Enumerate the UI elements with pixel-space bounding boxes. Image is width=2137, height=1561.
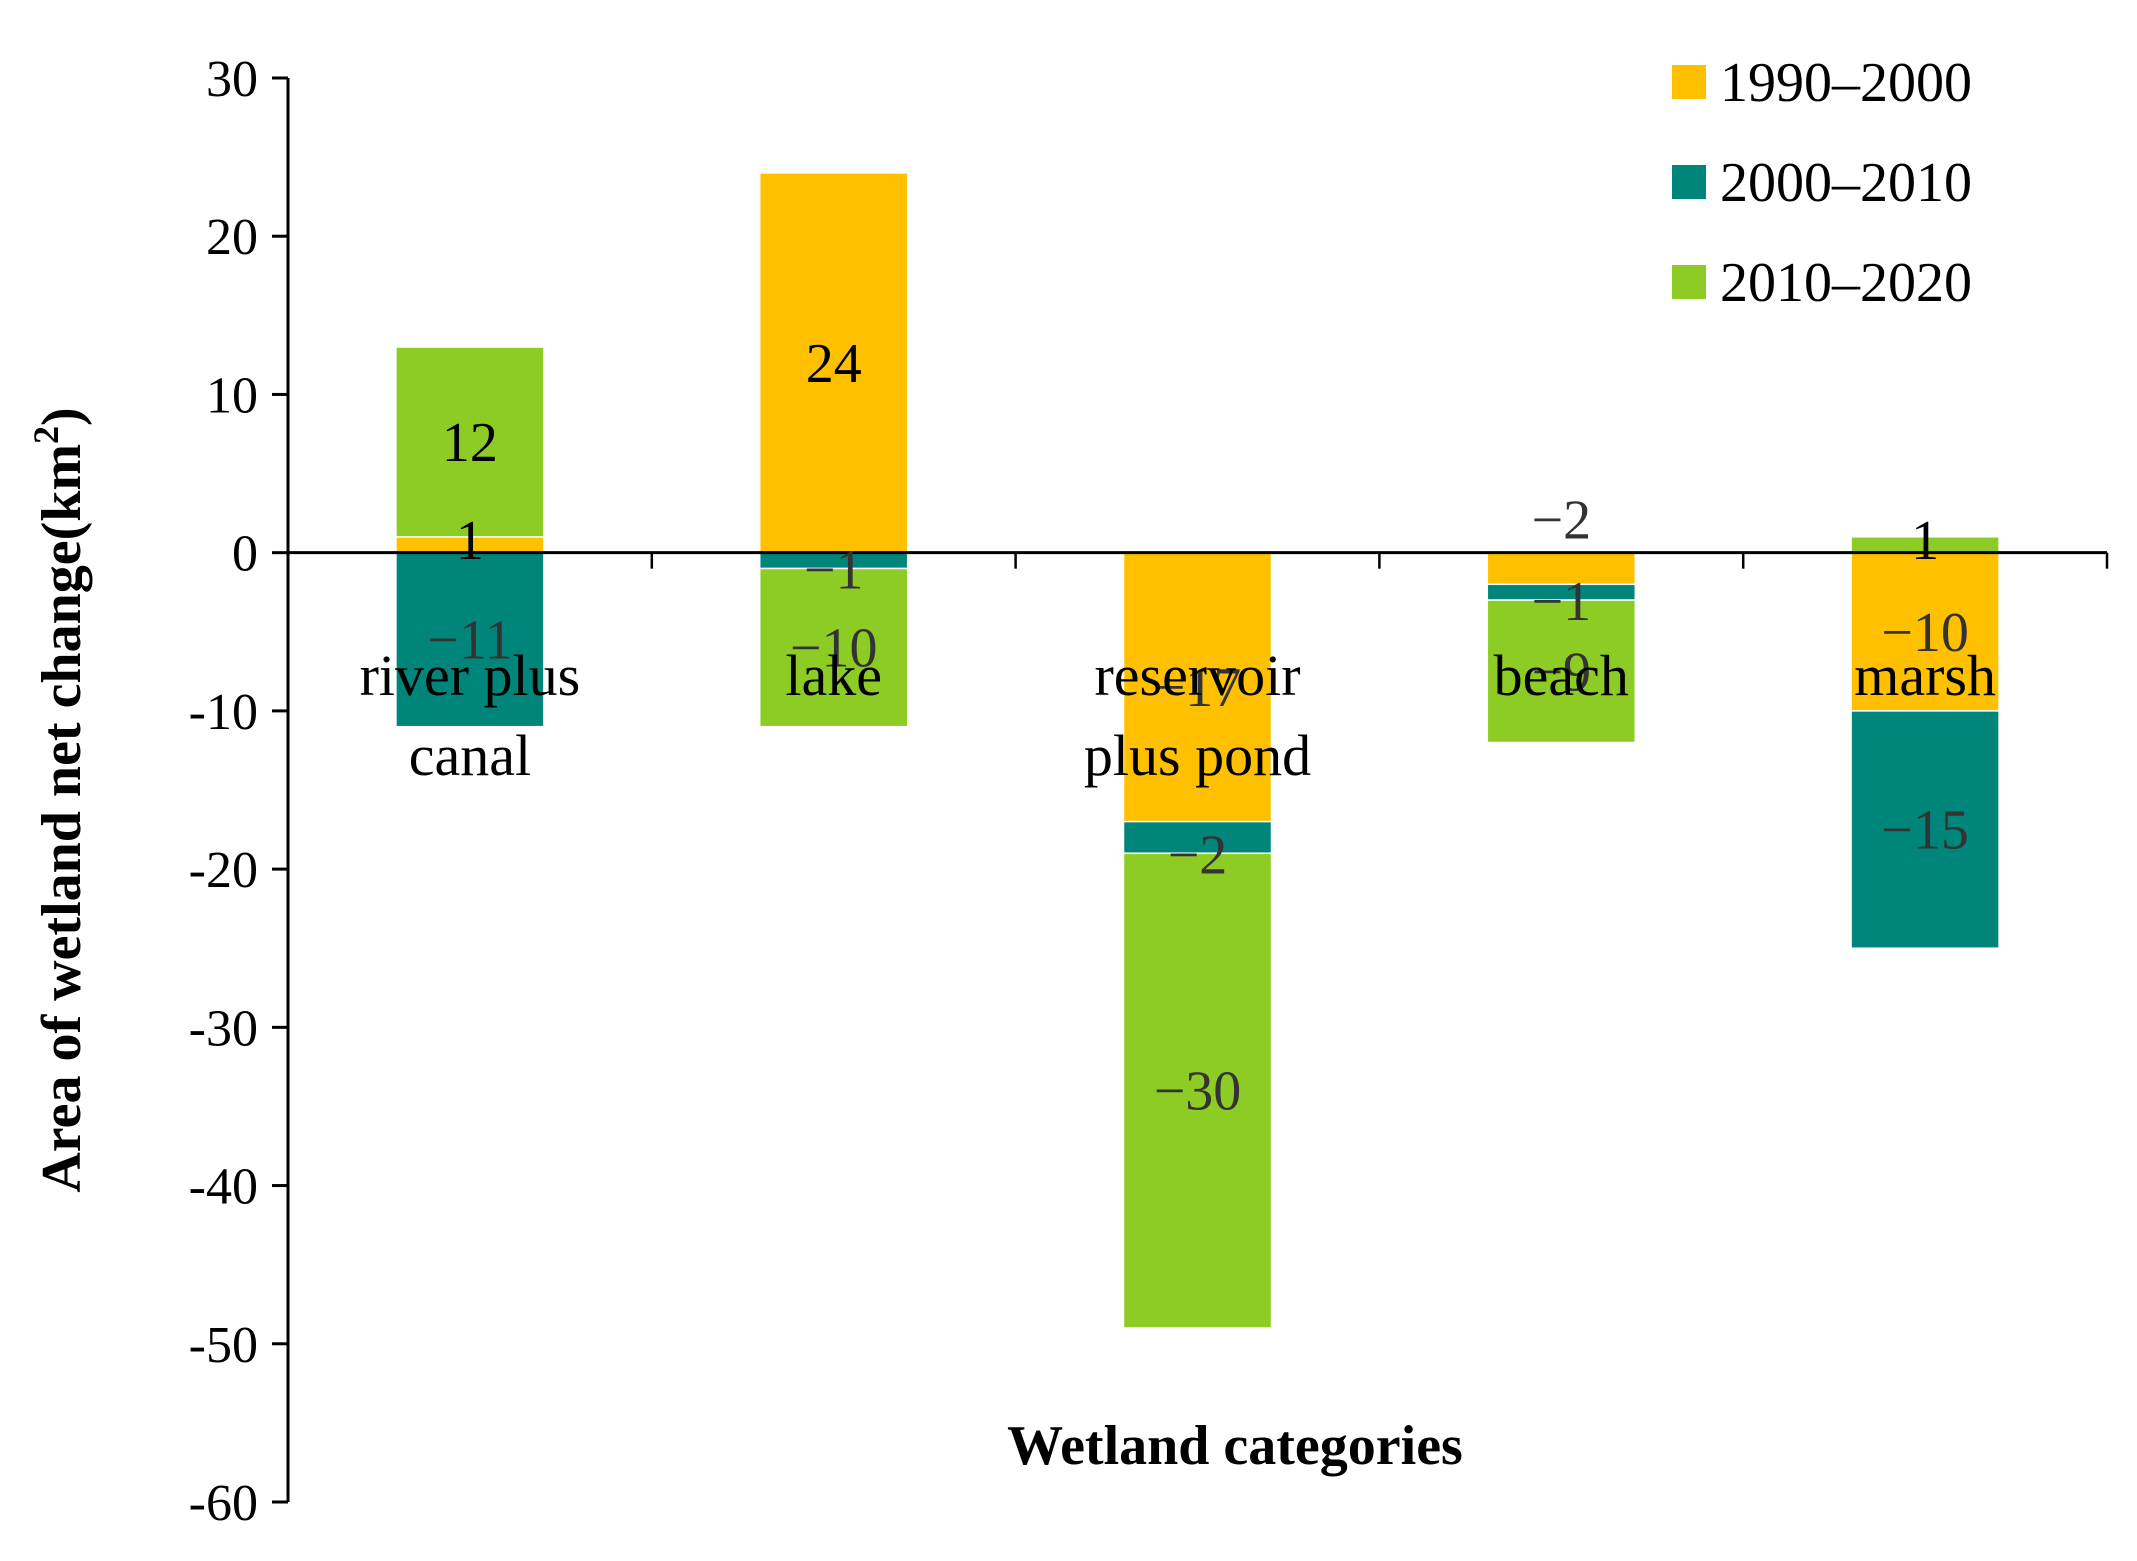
category-label-1-line-2: canal [409, 723, 531, 788]
bar-2-1 [758, 172, 909, 554]
y-tick-label-8: -40 [189, 1159, 258, 1216]
axes-layer: 30 20 10 0 -10 -20 -30 -40 -50 -60 [189, 51, 2109, 1532]
bar-4-3 [1486, 599, 1637, 744]
data-label-1-3: 12 [442, 412, 498, 474]
data-label-4-1: −2 [1532, 490, 1592, 552]
data-label-5-3: 1 [1911, 510, 1939, 572]
data-label-2-2: −1 [804, 540, 864, 602]
y-tick-label-4: 0 [232, 526, 258, 583]
legend-label-2: 2000–2010 [1720, 152, 1972, 214]
data-label-3-3: −30 [1154, 1061, 1242, 1123]
x-axis-title: Wetland categories [1007, 1415, 1463, 1477]
y-tick-label-6: -20 [189, 842, 258, 899]
y-tick-label-10: -60 [189, 1475, 258, 1532]
y-axis-title-superscript: 2 [26, 426, 66, 444]
bar-1-3 [395, 346, 545, 538]
y-tick-label-3: 10 [206, 367, 258, 424]
y-tick-label-5: -10 [189, 684, 258, 741]
legend-swatch-3 [1672, 265, 1706, 299]
y-axis-title-close: ) [31, 407, 93, 426]
data-label-1-2: −11 [427, 610, 513, 672]
category-label-4-line-1: beach [1494, 643, 1629, 708]
y-tick-label-1: 30 [206, 51, 258, 108]
category-label-3-line-1: reservoir [1094, 643, 1300, 708]
data-label-3-1: −17 [1154, 657, 1242, 719]
category-label-1-line-1: river plus [360, 643, 581, 708]
data-label-3-2: −2 [1168, 824, 1228, 886]
data-label-4-2: −1 [1532, 571, 1592, 633]
category-label-3-line-2: plus pond [1084, 723, 1311, 788]
data-label-4-3: −9 [1532, 641, 1592, 703]
bar-5-2 [1850, 710, 2000, 949]
bars-layer [395, 172, 2000, 1329]
bar-3-2 [1122, 820, 1273, 854]
data-label-2-3: −10 [790, 618, 878, 680]
bar-4-1 [1486, 551, 1637, 586]
data-label-1-1: 1 [456, 510, 484, 572]
category-label-2-line-1: lake [785, 643, 882, 708]
category-label-5-line-1: marsh [1854, 643, 1996, 708]
data-label-2-1: 24 [806, 333, 862, 395]
data-label-5-2: −15 [1881, 800, 1969, 862]
data-label-5-1: −10 [1881, 602, 1969, 664]
y-tick-label-9: -50 [189, 1317, 258, 1374]
legend-swatch-2 [1672, 165, 1706, 199]
bar-5-1 [1850, 551, 2000, 712]
legend-label-3: 2010–2020 [1720, 252, 1972, 314]
y-tick-label-7: -30 [189, 1000, 258, 1057]
y-axis-title-text: Area of wetland net change(km [31, 444, 93, 1193]
legend: 1990–2000 2000–2010 2010–2020 [1672, 52, 1972, 314]
legend-label-1: 1990–2000 [1720, 52, 1972, 114]
y-tick-label-2: 20 [206, 209, 258, 266]
bar-3-3 [1122, 852, 1273, 1329]
y-axis-title-group: Area of wetland net change(km2) [26, 407, 93, 1192]
legend-swatch-1 [1672, 65, 1706, 99]
y-axis-title: Area of wetland net change(km2) [26, 407, 93, 1192]
bar-2-3 [758, 567, 909, 728]
bar-3-1 [1122, 551, 1273, 823]
bar-1-2 [395, 551, 545, 728]
